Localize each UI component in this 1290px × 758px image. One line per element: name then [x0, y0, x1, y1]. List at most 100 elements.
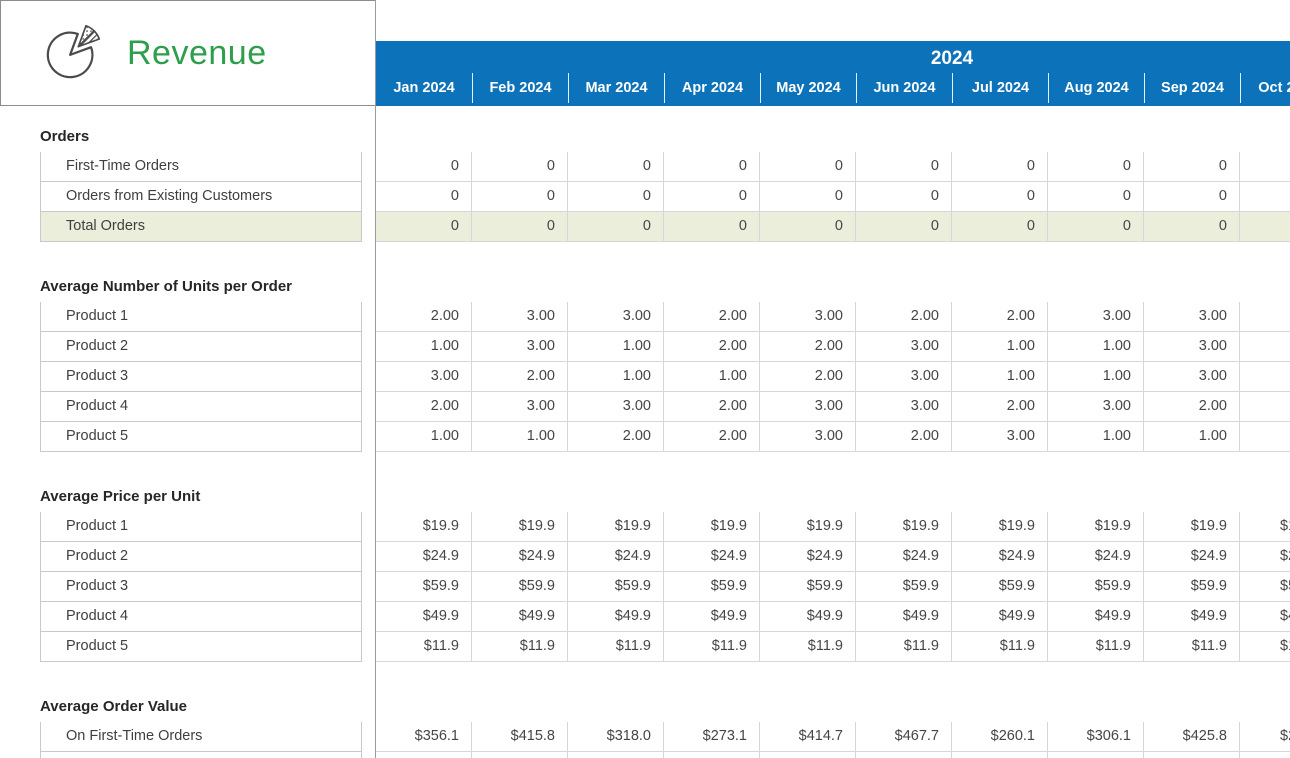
value-cell[interactable]: [472, 752, 568, 758]
value-cell[interactable]: $306.1: [1048, 722, 1144, 752]
value-cell[interactable]: $49.9: [856, 602, 952, 632]
value-cell[interactable]: 0: [664, 212, 760, 242]
value-cell[interactable]: 0: [1144, 152, 1240, 182]
value-cell[interactable]: $260.1: [952, 722, 1048, 752]
value-cell[interactable]: 3.00: [1144, 332, 1240, 362]
value-cell[interactable]: $11.9: [376, 632, 472, 662]
value-cell[interactable]: $24.9: [376, 542, 472, 572]
value-cell[interactable]: $24.9: [856, 542, 952, 572]
value-cell[interactable]: $11.9: [1144, 632, 1240, 662]
value-cell[interactable]: $59.9: [1240, 572, 1290, 602]
value-cell[interactable]: $59.9: [952, 572, 1048, 602]
value-cell[interactable]: 0: [952, 152, 1048, 182]
value-cell[interactable]: [1240, 392, 1290, 422]
value-cell[interactable]: $24.9: [472, 542, 568, 572]
value-cell[interactable]: 3.00: [472, 392, 568, 422]
value-cell[interactable]: $24.9: [1240, 542, 1290, 572]
value-cell[interactable]: 0: [1048, 212, 1144, 242]
value-cell[interactable]: $19.9: [376, 512, 472, 542]
value-cell[interactable]: 0: [952, 212, 1048, 242]
value-cell[interactable]: [856, 752, 952, 758]
value-cell[interactable]: 0: [376, 182, 472, 212]
value-cell[interactable]: 1.00: [472, 422, 568, 452]
value-cell[interactable]: 3.00: [760, 422, 856, 452]
value-cell[interactable]: 3.00: [760, 392, 856, 422]
value-cell[interactable]: [1144, 752, 1240, 758]
value-cell[interactable]: 1.00: [1048, 332, 1144, 362]
value-cell[interactable]: $49.9: [1144, 602, 1240, 632]
value-cell[interactable]: [1240, 362, 1290, 392]
value-cell[interactable]: $2: [1240, 722, 1290, 752]
value-cell[interactable]: $19.9: [952, 512, 1048, 542]
value-cell[interactable]: 1.00: [664, 362, 760, 392]
value-cell[interactable]: $24.9: [1048, 542, 1144, 572]
value-cell[interactable]: 3.00: [856, 332, 952, 362]
value-cell[interactable]: 2.00: [760, 332, 856, 362]
value-cell[interactable]: $318.0: [568, 722, 664, 752]
value-cell[interactable]: $19.9: [760, 512, 856, 542]
value-cell[interactable]: $49.9: [952, 602, 1048, 632]
value-cell[interactable]: $11.9: [1048, 632, 1144, 662]
value-cell[interactable]: $59.9: [664, 572, 760, 602]
value-cell[interactable]: 0: [1144, 212, 1240, 242]
value-cell[interactable]: [1240, 182, 1290, 212]
value-cell[interactable]: [1240, 152, 1290, 182]
value-cell[interactable]: [1240, 752, 1290, 758]
value-cell[interactable]: 0: [376, 212, 472, 242]
value-cell[interactable]: 2.00: [664, 302, 760, 332]
value-cell[interactable]: 1.00: [568, 332, 664, 362]
value-cell[interactable]: 1.00: [1048, 422, 1144, 452]
value-cell[interactable]: [568, 752, 664, 758]
value-cell[interactable]: $59.9: [568, 572, 664, 602]
value-cell[interactable]: 1.00: [568, 362, 664, 392]
value-cell[interactable]: $49.9: [376, 602, 472, 632]
value-cell[interactable]: 3.00: [1144, 362, 1240, 392]
value-cell[interactable]: 0: [568, 152, 664, 182]
value-cell[interactable]: $19.9: [856, 512, 952, 542]
value-cell[interactable]: 0: [760, 152, 856, 182]
value-cell[interactable]: $11.9: [472, 632, 568, 662]
value-cell[interactable]: [1048, 752, 1144, 758]
value-cell[interactable]: 0: [472, 152, 568, 182]
value-cell[interactable]: $11.9: [760, 632, 856, 662]
value-cell[interactable]: [760, 752, 856, 758]
value-cell[interactable]: $11.9: [952, 632, 1048, 662]
value-cell[interactable]: 1.00: [1144, 422, 1240, 452]
value-cell[interactable]: $356.1: [376, 722, 472, 752]
value-cell[interactable]: 0: [1048, 152, 1144, 182]
value-cell[interactable]: [376, 752, 472, 758]
value-cell[interactable]: $24.9: [568, 542, 664, 572]
value-cell[interactable]: 0: [856, 152, 952, 182]
value-cell[interactable]: [664, 752, 760, 758]
value-cell[interactable]: $11.9: [1240, 632, 1290, 662]
value-cell[interactable]: 1.00: [376, 422, 472, 452]
value-cell[interactable]: 3.00: [568, 392, 664, 422]
value-cell[interactable]: $19.9: [472, 512, 568, 542]
value-cell[interactable]: $49.9: [664, 602, 760, 632]
value-cell[interactable]: 0: [376, 152, 472, 182]
value-cell[interactable]: $19.9: [1048, 512, 1144, 542]
value-cell[interactable]: 2.00: [1144, 392, 1240, 422]
value-cell[interactable]: $49.9: [568, 602, 664, 632]
value-cell[interactable]: 0: [1144, 182, 1240, 212]
value-cell[interactable]: [1240, 212, 1290, 242]
value-cell[interactable]: 2.00: [376, 302, 472, 332]
value-cell[interactable]: $425.8: [1144, 722, 1240, 752]
value-cell[interactable]: 2.00: [664, 332, 760, 362]
value-cell[interactable]: $59.9: [856, 572, 952, 602]
value-cell[interactable]: [952, 752, 1048, 758]
value-cell[interactable]: 0: [472, 212, 568, 242]
value-cell[interactable]: 2.00: [472, 362, 568, 392]
value-cell[interactable]: 2.00: [568, 422, 664, 452]
value-cell[interactable]: 2.00: [760, 362, 856, 392]
value-cell[interactable]: 3.00: [1048, 302, 1144, 332]
value-cell[interactable]: $414.7: [760, 722, 856, 752]
value-cell[interactable]: 3.00: [856, 362, 952, 392]
value-cell[interactable]: $49.9: [760, 602, 856, 632]
value-cell[interactable]: $49.9: [472, 602, 568, 632]
value-cell[interactable]: 2.00: [664, 422, 760, 452]
value-cell[interactable]: 3.00: [1144, 302, 1240, 332]
value-cell[interactable]: $49.9: [1048, 602, 1144, 632]
value-cell[interactable]: $415.8: [472, 722, 568, 752]
value-cell[interactable]: 3.00: [472, 332, 568, 362]
